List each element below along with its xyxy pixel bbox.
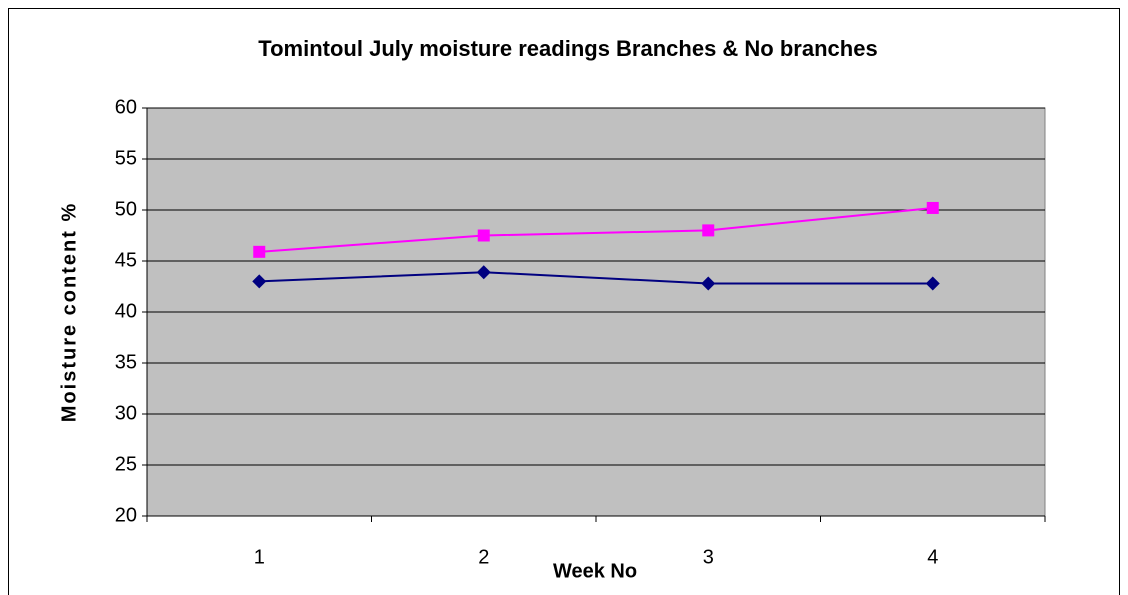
marker: [925, 276, 940, 291]
series-line: [259, 206, 933, 253]
y-tick-label: 30: [115, 402, 137, 424]
marker: [252, 274, 267, 289]
chart-title: Tomintoul July moisture readings Branche…: [258, 36, 877, 61]
marker: [253, 245, 266, 258]
y-axis-label: Moisture content %: [58, 202, 80, 422]
y-tick-label: 40: [115, 300, 137, 322]
marker: [702, 224, 715, 237]
marker: [701, 276, 716, 291]
marker: [926, 201, 939, 214]
y-tick-label: 60: [115, 96, 137, 118]
marker: [477, 229, 490, 242]
x-tick-label: 3: [703, 546, 714, 568]
y-tick-label: 45: [115, 249, 137, 271]
y-tick-label: 50: [115, 198, 137, 220]
x-tick-label: 2: [478, 546, 489, 568]
y-tick-label: 55: [115, 147, 137, 169]
y-tick-label: 25: [115, 453, 137, 475]
series-line: [259, 271, 933, 285]
marker: [476, 265, 491, 280]
x-tick-label: 1: [254, 546, 265, 568]
y-tick-label: 35: [115, 351, 137, 373]
y-tick-label: 20: [115, 504, 137, 526]
x-tick-label: 4: [927, 546, 938, 568]
x-axis-label: Week No: [553, 560, 637, 582]
